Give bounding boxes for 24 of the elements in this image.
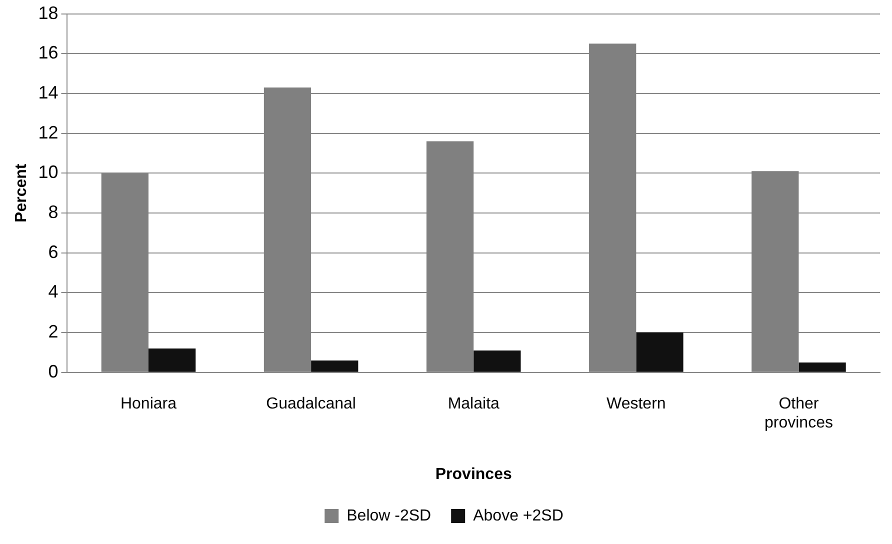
x-tick-label: Western [606,395,666,412]
bar [636,332,684,372]
y-tick-label: 4 [48,282,58,302]
x-tick-label: Honiara [120,395,177,412]
x-axis-title: Provinces [435,466,512,483]
y-tick-label: 14 [38,82,58,102]
legend-label: Below -2SD [346,507,432,524]
bar [474,350,521,372]
y-tick-label: 8 [48,202,58,222]
y-tick-label: 10 [38,162,58,182]
legend-label: Above +2SD [473,507,564,524]
y-tick-label: 6 [48,242,58,262]
y-axis-title: Percent [13,163,30,222]
y-tick-label: 2 [48,322,58,342]
x-tick-label: Malaita [448,395,500,412]
y-tick-label: 16 [38,42,58,63]
bar [798,362,846,372]
y-tick-label: 12 [38,122,58,142]
y-tick-label: 0 [48,361,58,382]
y-tick-label: 18 [38,2,58,23]
x-tick-label: Guadalcanal [266,395,356,412]
bar [311,360,358,372]
bar [148,348,196,372]
x-tick-label: Other provinces [764,395,833,432]
